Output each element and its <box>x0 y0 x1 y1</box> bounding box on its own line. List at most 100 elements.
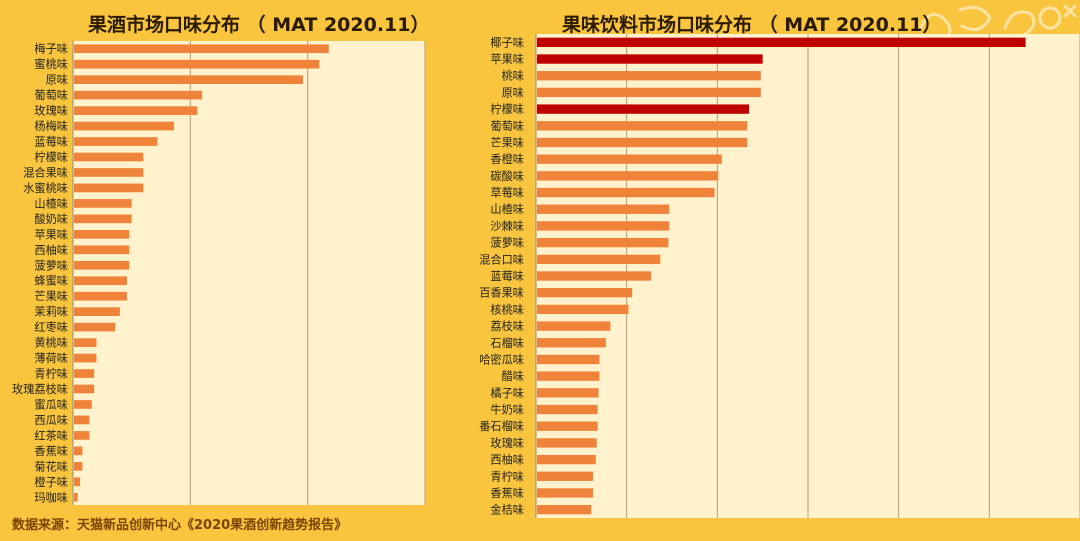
left-category-label: 薄荷味 <box>34 351 68 365</box>
left-bar-2 <box>74 75 303 84</box>
left-plot-area <box>73 41 425 505</box>
left-bar-6 <box>74 137 158 146</box>
left-category-label: 柠檬味 <box>34 150 68 164</box>
data-source-note: 数据来源：天猫新品创新中心《2020果酒创新趋势报告》 <box>12 518 348 533</box>
right-category-label: 醋味 <box>502 369 524 383</box>
right-category-label: 香蕉味 <box>490 487 524 500</box>
right-bar-2 <box>537 71 761 81</box>
right-bar-26 <box>537 471 594 481</box>
left-bar-1 <box>74 59 320 69</box>
left-chart-title: 果酒市场口味分布 （ MAT 2020.11） <box>88 14 430 36</box>
left-bar-15 <box>74 276 127 286</box>
right-bar-12 <box>537 237 669 248</box>
right-bar-15 <box>537 288 633 298</box>
right-category-label: 橘子味 <box>490 387 524 400</box>
left-bar-21 <box>74 369 95 378</box>
left-category-label: 葡萄味 <box>34 89 68 102</box>
left-bar-14 <box>74 260 130 270</box>
right-category-label: 玫瑰味 <box>490 436 524 450</box>
left-bar-10 <box>74 199 132 208</box>
left-bar-11 <box>74 214 132 224</box>
right-category-label: 香橙味 <box>490 152 524 166</box>
right-category-label: 山楂味 <box>490 202 524 216</box>
right-category-label: 柠檬味 <box>490 102 524 116</box>
left-bar-19 <box>74 338 97 347</box>
right-bar-16 <box>537 304 629 315</box>
right-category-label: 西柚味 <box>490 453 524 467</box>
right-bar-25 <box>537 454 596 465</box>
left-bar-20 <box>74 353 97 363</box>
left-category-label: 黄桃味 <box>34 336 68 350</box>
left-bar-16 <box>74 291 127 301</box>
left-bar-23 <box>74 400 92 409</box>
left-category-label: 蓝莓味 <box>34 136 68 149</box>
right-category-label: 混合口味 <box>479 252 524 266</box>
right-category-label: 碳酸味 <box>490 169 524 183</box>
left-category-label: 红枣味 <box>34 321 68 334</box>
left-category-label: 菠萝味 <box>34 259 68 272</box>
left-category-label: 蜜瓜味 <box>34 397 68 411</box>
right-bar-10 <box>537 204 670 214</box>
right-category-label: 荔枝味 <box>490 319 524 333</box>
right-bar-8 <box>537 171 719 181</box>
right-category-label: 原味 <box>502 86 524 99</box>
left-category-label: 西瓜味 <box>34 414 68 427</box>
left-category-label: 青柠味 <box>34 367 68 381</box>
left-category-label: 橙子味 <box>34 475 68 489</box>
right-category-label: 沙棘味 <box>490 220 524 233</box>
left-category-label: 菊花味 <box>34 460 68 473</box>
right-bar-21 <box>537 388 599 398</box>
left-bar-28 <box>74 477 81 487</box>
right-category-label: 葡萄味 <box>490 120 524 133</box>
left-bar-29 <box>74 492 78 502</box>
left-bar-8 <box>74 168 144 177</box>
right-category-label: 番石榴味 <box>479 419 524 433</box>
right-category-label: 牛奶味 <box>490 403 524 417</box>
right-category-label: 石榴味 <box>490 336 524 350</box>
right-bar-27 <box>537 488 594 498</box>
right-bar-9 <box>537 187 715 198</box>
left-category-label: 香蕉味 <box>34 445 68 458</box>
right-category-label: 桃味 <box>502 69 524 83</box>
left-bar-4 <box>74 106 198 115</box>
left-category-label: 山楂味 <box>34 196 68 210</box>
right-category-label: 哈密瓜味 <box>479 352 524 366</box>
left-bar-25 <box>74 431 90 440</box>
right-category-label: 芒果味 <box>490 136 524 149</box>
right-bar-5 <box>537 121 748 131</box>
right-chart-title: 果味饮料市场口味分布 （ MAT 2020.11） <box>562 14 942 36</box>
left-bar-7 <box>74 152 144 162</box>
right-bar-19 <box>537 354 600 365</box>
left-category-label: 原味 <box>46 74 68 87</box>
left-bar-22 <box>74 384 95 394</box>
left-category-label: 苹果味 <box>34 227 68 241</box>
left-bar-9 <box>74 183 144 193</box>
left-category-label: 玫瑰荔枝味 <box>12 382 68 396</box>
left-category-label: 蜂蜜味 <box>34 274 68 288</box>
right-bar-20 <box>537 371 600 381</box>
left-category-label: 杨梅味 <box>34 119 68 133</box>
left-category-label: 玛咖味 <box>34 490 68 504</box>
right-bar-6 <box>537 137 748 148</box>
left-bar-0 <box>74 44 329 54</box>
right-bar-28 <box>537 504 592 515</box>
left-bar-12 <box>74 230 130 239</box>
left-category-label: 红茶味 <box>34 429 68 442</box>
left-bar-24 <box>74 415 90 425</box>
left-bar-3 <box>74 90 203 100</box>
right-bar-7 <box>537 154 722 164</box>
right-category-label: 百香果味 <box>479 287 524 300</box>
left-bar-17 <box>74 307 120 316</box>
right-category-label: 蓝莓味 <box>490 270 524 283</box>
right-bar-1 <box>537 54 763 64</box>
left-category-label: 芒果味 <box>34 290 68 303</box>
right-bar-4 <box>537 104 750 114</box>
left-category-label: 茉莉味 <box>34 305 68 319</box>
right-bar-3 <box>537 87 761 98</box>
right-bar-18 <box>537 338 606 348</box>
right-category-label: 核桃味 <box>490 302 524 316</box>
right-category-label: 青柠味 <box>490 469 524 483</box>
left-category-label: 水蜜桃味 <box>23 181 68 195</box>
left-bar-5 <box>74 121 174 131</box>
